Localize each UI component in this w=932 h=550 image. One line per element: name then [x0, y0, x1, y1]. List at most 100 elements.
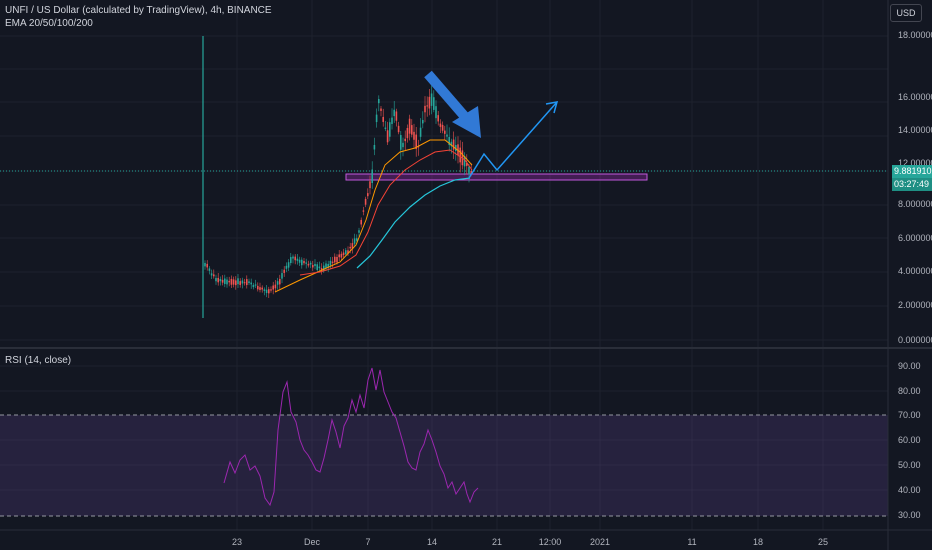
candle-body [384, 127, 387, 129]
candle-body [232, 279, 235, 285]
countdown-tag: 03:27:49 [892, 178, 932, 191]
indicator-legend[interactable]: EMA 20/50/100/200 [5, 18, 93, 29]
candle-body [373, 144, 376, 150]
candle-body [441, 124, 444, 131]
candle-body [336, 256, 338, 263]
candle-body [226, 279, 228, 285]
candle-body [208, 268, 211, 271]
candle-body [411, 125, 413, 135]
candle-body [270, 289, 272, 291]
projection-line[interactable] [468, 101, 558, 179]
time-label: 2021 [589, 537, 611, 547]
candle-body [206, 263, 208, 268]
candle-body [268, 289, 270, 294]
candle-body [320, 268, 323, 271]
candle-body [452, 139, 455, 150]
time-label: 23 [231, 537, 243, 547]
candle-body [276, 281, 279, 285]
candle-body [362, 210, 365, 212]
candle-body [292, 256, 294, 259]
candle-body [435, 106, 437, 119]
candle-body [210, 273, 213, 276]
candle-body [433, 97, 435, 110]
candle-body [375, 114, 378, 123]
candle-body [360, 219, 362, 225]
candle-body [448, 137, 450, 146]
currency-button[interactable]: USD [890, 4, 922, 22]
candle-body [305, 262, 307, 264]
rsi-label: 90.00 [898, 361, 921, 371]
rsi-label: 50.00 [898, 460, 921, 470]
grid-lines [0, 0, 888, 530]
candle-body [450, 141, 453, 147]
last-price-tag: 9.88191022 [892, 165, 932, 178]
candle-body [327, 263, 329, 268]
candle-body [386, 130, 389, 143]
time-label: 18 [752, 537, 764, 547]
support-zone[interactable] [345, 173, 648, 181]
price-label: 6.00000000 [898, 233, 932, 243]
price-label: 8.00000000 [898, 199, 932, 209]
candle-body [345, 250, 347, 255]
candle-body [466, 163, 468, 166]
candle-body [250, 282, 252, 285]
candle-body [323, 265, 325, 271]
candle-body [318, 266, 321, 269]
candle-body [364, 198, 367, 205]
candle-body [314, 263, 316, 267]
symbol-title[interactable]: UNFI / US Dollar (calculated by TradingV… [5, 5, 272, 16]
candle-body [395, 111, 398, 121]
candle-body [287, 262, 290, 268]
candle-body [470, 170, 472, 175]
candle-body [219, 279, 222, 282]
candle-body [239, 281, 241, 285]
candle-body [246, 279, 248, 286]
candle-body [307, 263, 310, 266]
candle-body [248, 281, 250, 284]
candle-body [406, 127, 409, 139]
candles [204, 84, 472, 298]
candle-body [261, 287, 263, 290]
candle-body [342, 252, 345, 256]
candle-body [294, 256, 296, 261]
candle-body [281, 273, 283, 279]
rsi-title[interactable]: RSI (14, close) [5, 355, 72, 366]
candle-body [224, 278, 226, 284]
candle-body [430, 93, 433, 106]
price-label: 18.00000000 [898, 30, 932, 40]
time-label: Dec [303, 537, 321, 547]
candle-body [331, 261, 334, 264]
candle-body [463, 156, 466, 167]
candle-body [325, 263, 327, 268]
price-label: 16.00000000 [898, 92, 932, 102]
candle-body [439, 123, 442, 127]
candle-body [265, 289, 268, 293]
ema-line-red [299, 149, 473, 276]
candle-body [228, 280, 230, 283]
candle-body [391, 117, 393, 124]
candle-body [369, 181, 371, 189]
candle-body [243, 282, 246, 284]
down-arrow-icon[interactable] [424, 70, 481, 138]
candle-body [241, 280, 244, 284]
time-label: 7 [365, 537, 371, 547]
candle-body [468, 166, 470, 175]
ema-line-orange [274, 139, 473, 293]
candle-body [408, 118, 411, 134]
candle-body [389, 122, 391, 137]
candle-body [329, 260, 332, 266]
candle-body [235, 280, 237, 286]
candle-body [338, 254, 340, 258]
candle-body [382, 116, 384, 122]
candle-body [274, 284, 277, 289]
projection-arrowhead [545, 101, 559, 114]
candle-body [397, 125, 400, 133]
candle-body [424, 105, 426, 113]
price-label: 4.00000000 [898, 266, 932, 276]
candle-body [393, 109, 395, 117]
candle-body [444, 130, 446, 134]
candle-body [353, 238, 356, 244]
rsi-label: 30.00 [898, 510, 921, 520]
